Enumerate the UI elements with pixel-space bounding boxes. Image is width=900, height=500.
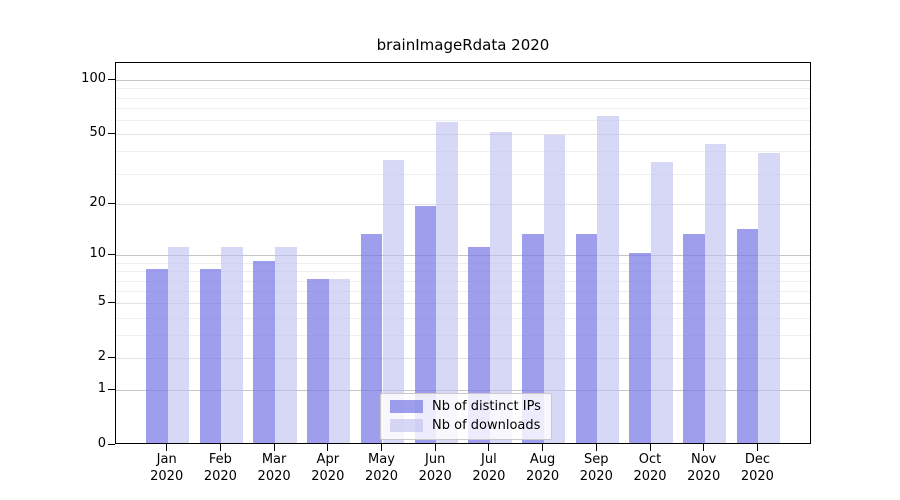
gridline-major-y100 [116, 80, 810, 82]
y-tick-2 [108, 356, 115, 358]
bar-downloads-aug [543, 135, 566, 443]
legend-item-0: Nb of distinct IPs [390, 399, 541, 414]
bar-downloads-nov [704, 143, 727, 443]
bar-downloads-feb [221, 246, 244, 443]
gridline-mid-y5 [116, 303, 810, 305]
gridline-mid-y50 [116, 134, 810, 136]
y-tick-label-20: 20 [89, 195, 106, 211]
bar-downloads-jan [167, 246, 190, 443]
bar-distinct-ips-sep [575, 234, 598, 443]
x-tick-label-nov: Nov 2020 [687, 452, 721, 484]
gridline-minor-y7 [116, 280, 810, 282]
gridline-minor-y60 [116, 120, 810, 122]
y-tick-label-2: 2 [97, 349, 106, 365]
bar-distinct-ips-jan [146, 269, 168, 443]
x-tick-nov [703, 444, 705, 451]
y-tick-0 [108, 443, 115, 445]
bar-downloads-dec [758, 153, 781, 443]
x-tick-label-jun: Jun 2020 [418, 452, 452, 484]
x-tick-oct [649, 444, 651, 451]
x-tick-label-may: May 2020 [364, 452, 399, 484]
bar-downloads-oct [651, 161, 673, 443]
x-tick-label-jan: Jan 2020 [150, 452, 184, 484]
gridline-mid-y20 [116, 204, 810, 206]
x-tick-label-dec: Dec 2020 [740, 452, 774, 484]
x-tick-mar [273, 444, 275, 451]
y-tick-50 [108, 132, 115, 134]
bar-distinct-ips-feb [199, 269, 222, 443]
bar-distinct-ips-oct [629, 253, 651, 443]
bar-distinct-ips-jun [414, 206, 437, 443]
x-tick-sep [595, 444, 597, 451]
bar-downloads-mar [275, 246, 297, 443]
gridline-minor-y90 [116, 88, 810, 90]
y-tick-label-10: 10 [89, 246, 106, 262]
plot-area [115, 62, 811, 444]
x-tick-label-sep: Sep 2020 [579, 452, 613, 484]
legend-swatch-0 [390, 400, 423, 413]
x-tick-label-mar: Mar 2020 [257, 452, 291, 484]
x-tick-label-apr: Apr 2020 [311, 452, 345, 484]
y-tick-100 [108, 78, 115, 80]
bar-distinct-ips-nov [683, 234, 705, 443]
legend: Nb of distinct IPs Nb of downloads [380, 393, 552, 440]
x-tick-feb [219, 444, 221, 451]
chart-title: brainImageRdata 2020 [376, 36, 550, 54]
x-tick-label-jul: Jul 2020 [472, 452, 506, 484]
gridline-minor-y8 [116, 271, 810, 273]
gridline-minor-y4 [116, 317, 810, 319]
y-tick-label-0: 0 [97, 436, 106, 451]
x-tick-label-oct: Oct 2020 [633, 452, 667, 484]
gridline-minor-y70 [116, 108, 810, 110]
gridline-minor-y3 [116, 335, 810, 337]
bar-distinct-ips-dec [736, 228, 759, 443]
y-tick-label-100: 100 [81, 71, 106, 87]
y-tick-5 [108, 301, 115, 303]
x-tick-may [381, 444, 382, 451]
bar-downloads-sep [597, 115, 619, 443]
legend-label-0: Nb of distinct IPs [432, 399, 541, 414]
bar-downloads-may [382, 159, 405, 443]
x-tick-dec [756, 444, 758, 451]
legend-item-1: Nb of downloads [390, 418, 541, 433]
gridline-minor-y30 [116, 173, 810, 175]
bar-distinct-ips-mar [253, 260, 276, 443]
x-tick-jul [488, 444, 490, 451]
gridline-minor-y40 [116, 151, 810, 153]
bar-distinct-ips-may [360, 234, 383, 443]
x-tick-jun [434, 444, 436, 451]
y-tick-label-1: 1 [97, 381, 106, 397]
legend-swatch-1 [390, 419, 423, 432]
y-tick-label-5: 5 [97, 294, 106, 310]
legend-label-1: Nb of downloads [432, 418, 541, 433]
x-tick-label-aug: Aug 2020 [526, 452, 560, 484]
x-tick-jan [166, 444, 168, 451]
gridline-minor-y6 [116, 291, 810, 293]
bar-downloads-apr [328, 278, 351, 443]
bar-distinct-ips-apr [307, 278, 329, 443]
bar-distinct-ips-aug [521, 234, 544, 443]
y-tick-1 [108, 388, 115, 390]
x-tick-aug [542, 444, 544, 451]
gridline-minor-y9 [116, 262, 810, 264]
y-tick-10 [108, 253, 115, 255]
x-tick-label-feb: Feb 2020 [203, 452, 237, 484]
gridline-mid-y2 [116, 358, 810, 360]
bar-downloads-jul [489, 132, 512, 443]
y-tick-label-50: 50 [89, 125, 106, 141]
y-tick-20 [108, 202, 115, 204]
bar-downloads-jun [436, 122, 458, 443]
gridline-minor-y80 [116, 97, 810, 99]
gridline-major-y10 [116, 255, 810, 257]
gridline-major-y1 [116, 390, 810, 392]
x-tick-apr [327, 444, 329, 451]
